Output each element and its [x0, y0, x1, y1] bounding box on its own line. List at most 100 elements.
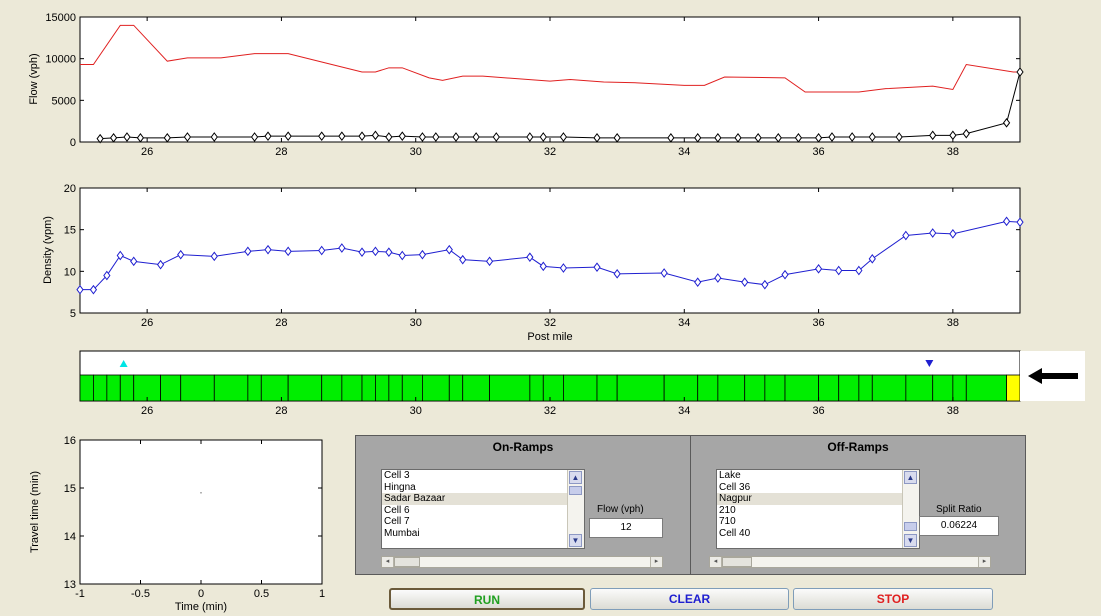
- freeway-cell[interactable]: [871, 374, 907, 402]
- offramps-vscroll-thumb[interactable]: [904, 522, 917, 531]
- onramps-hscroll-thumb[interactable]: [394, 557, 420, 567]
- freeway-cell[interactable]: [744, 374, 766, 402]
- freeway-cell[interactable]: [563, 374, 598, 402]
- freeway-cell[interactable]: [247, 374, 262, 402]
- freeway-cell[interactable]: [764, 374, 786, 402]
- freeway-cell[interactable]: [462, 374, 490, 402]
- data-point: [89, 284, 98, 295]
- freeway-cell[interactable]: [965, 374, 1007, 402]
- freeway-cell[interactable]: [952, 374, 967, 402]
- offramps-title: Off-Ramps: [827, 440, 889, 454]
- onramps-vscroll-thumb[interactable]: [569, 486, 582, 495]
- list-item[interactable]: Mumbai: [384, 527, 420, 539]
- split-ratio-label: Split Ratio: [936, 504, 982, 515]
- freeway-cell[interactable]: [119, 374, 135, 402]
- freeway-cell[interactable]: [448, 374, 464, 402]
- freeway-cell[interactable]: [697, 374, 719, 402]
- freeway-cell[interactable]: [106, 374, 121, 402]
- scroll-right-icon[interactable]: ▸: [650, 557, 662, 567]
- freeway-cell[interactable]: [422, 374, 450, 402]
- scroll-right-icon[interactable]: ▸: [978, 557, 990, 567]
- scroll-up-icon[interactable]: ▲: [569, 471, 582, 484]
- list-item[interactable]: 710: [719, 516, 736, 527]
- list-item[interactable]: Nagpur: [717, 493, 903, 505]
- freeway-cell[interactable]: [784, 374, 819, 402]
- freeway-cell[interactable]: [341, 374, 363, 402]
- travel-xlabel: Time (min): [175, 601, 227, 613]
- freeway-cell[interactable]: [361, 374, 376, 402]
- onramps-vscroll[interactable]: ▲ ▼: [567, 470, 584, 548]
- stop-button[interactable]: STOP: [793, 588, 993, 610]
- scroll-down-icon[interactable]: ▼: [904, 534, 917, 547]
- freeway-cell[interactable]: [542, 374, 564, 402]
- offramps-panel: Off-Ramps Lake Cell 36 Nagpur 210 710 Cell 40…: [690, 435, 1026, 575]
- freeway-cell[interactable]: [932, 374, 954, 402]
- list-item[interactable]: Cell 36: [719, 481, 751, 493]
- list-item[interactable]: Cell 7: [384, 516, 410, 527]
- onramp-marker: [119, 360, 128, 367]
- offramps-hscroll[interactable]: ◂ ▸: [709, 556, 991, 568]
- data-point: [385, 132, 393, 142]
- freeway-cell[interactable]: [321, 374, 343, 402]
- list-item[interactable]: Hingna: [384, 481, 416, 493]
- freeway-cell[interactable]: [180, 374, 215, 402]
- flow-chart: 26 28 30 32 34 36 38 0 5000 10000 15000 Flow (vph): [28, 12, 1024, 158]
- clear-button[interactable]: CLEAR: [590, 588, 789, 610]
- freeway-cell[interactable]: [401, 374, 423, 402]
- scroll-up-icon[interactable]: ▲: [904, 471, 917, 484]
- freeway-cell[interactable]: [388, 374, 403, 402]
- list-item[interactable]: Lake: [719, 470, 741, 481]
- data-point: [962, 128, 970, 139]
- y-tick-label: 10: [64, 266, 76, 278]
- data-point: [613, 132, 621, 143]
- offramps-listbox[interactable]: Lake Cell 36 Nagpur 210 710 Cell 40 ▲ ▼: [716, 469, 920, 549]
- scroll-down-icon[interactable]: ▼: [569, 534, 582, 547]
- freeway-cell[interactable]: [1006, 374, 1021, 402]
- scroll-left-icon[interactable]: ◂: [710, 557, 722, 567]
- y-tick-label: 0: [70, 137, 76, 149]
- offramps-hscroll-thumb[interactable]: [722, 557, 752, 567]
- data-point: [264, 131, 272, 142]
- freeway-cell[interactable]: [79, 374, 94, 402]
- freeway-cell[interactable]: [616, 374, 665, 402]
- onramps-listbox[interactable]: Cell 3 Hingna Sadar Bazaar Cell 6 Cell 7 Mumb…: [381, 469, 585, 549]
- freeway-cell[interactable]: [287, 374, 323, 402]
- scroll-left-icon[interactable]: ◂: [382, 557, 394, 567]
- flow-input[interactable]: 12: [589, 518, 663, 538]
- x-tick-label: 28: [275, 405, 287, 417]
- freeway-cell[interactable]: [717, 374, 746, 402]
- freeway-cell[interactable]: [213, 374, 249, 402]
- data-point: [929, 228, 937, 238]
- data-point: [559, 132, 568, 142]
- travel-time-chart: -1 -0.5 0 0.5 1 13 14 15 16 Travel time (min) Ti…: [29, 435, 325, 613]
- list-item[interactable]: Sadar Bazaar: [382, 493, 568, 505]
- freeway-cell[interactable]: [858, 374, 873, 402]
- data-point: [318, 131, 326, 142]
- freeway-cell[interactable]: [489, 374, 531, 402]
- freeway-cell[interactable]: [133, 374, 161, 402]
- split-ratio-input[interactable]: 0.06224: [919, 516, 999, 536]
- freeway-cell[interactable]: [529, 374, 544, 402]
- y-tick-label: 13: [64, 579, 76, 591]
- freeway-cell[interactable]: [663, 374, 699, 402]
- freeway-cell[interactable]: [838, 374, 860, 402]
- run-button[interactable]: RUN: [389, 588, 585, 610]
- data-point: [264, 244, 272, 255]
- freeway-cell[interactable]: [596, 374, 618, 402]
- list-item[interactable]: Cell 40: [719, 527, 751, 539]
- onramps-hscroll[interactable]: ◂ ▸: [381, 556, 663, 568]
- freeway-cell[interactable]: [905, 374, 934, 402]
- list-item[interactable]: 210: [719, 504, 736, 516]
- x-tick-label: 0: [198, 588, 204, 600]
- freeway-cell[interactable]: [93, 374, 108, 402]
- density-ylabel: Density (vpm): [42, 216, 54, 284]
- freeway-cell[interactable]: [260, 374, 289, 402]
- freeway-cell[interactable]: [375, 374, 390, 402]
- density-plot-area: [79, 187, 1021, 314]
- list-item[interactable]: Cell 3: [384, 470, 410, 481]
- freeway-cell[interactable]: [160, 374, 182, 402]
- offramps-vscroll[interactable]: ▲ ▼: [902, 470, 919, 548]
- freeway-cell[interactable]: [818, 374, 840, 402]
- list-item[interactable]: Cell 6: [384, 504, 410, 516]
- flow-plot-area: [79, 16, 1021, 143]
